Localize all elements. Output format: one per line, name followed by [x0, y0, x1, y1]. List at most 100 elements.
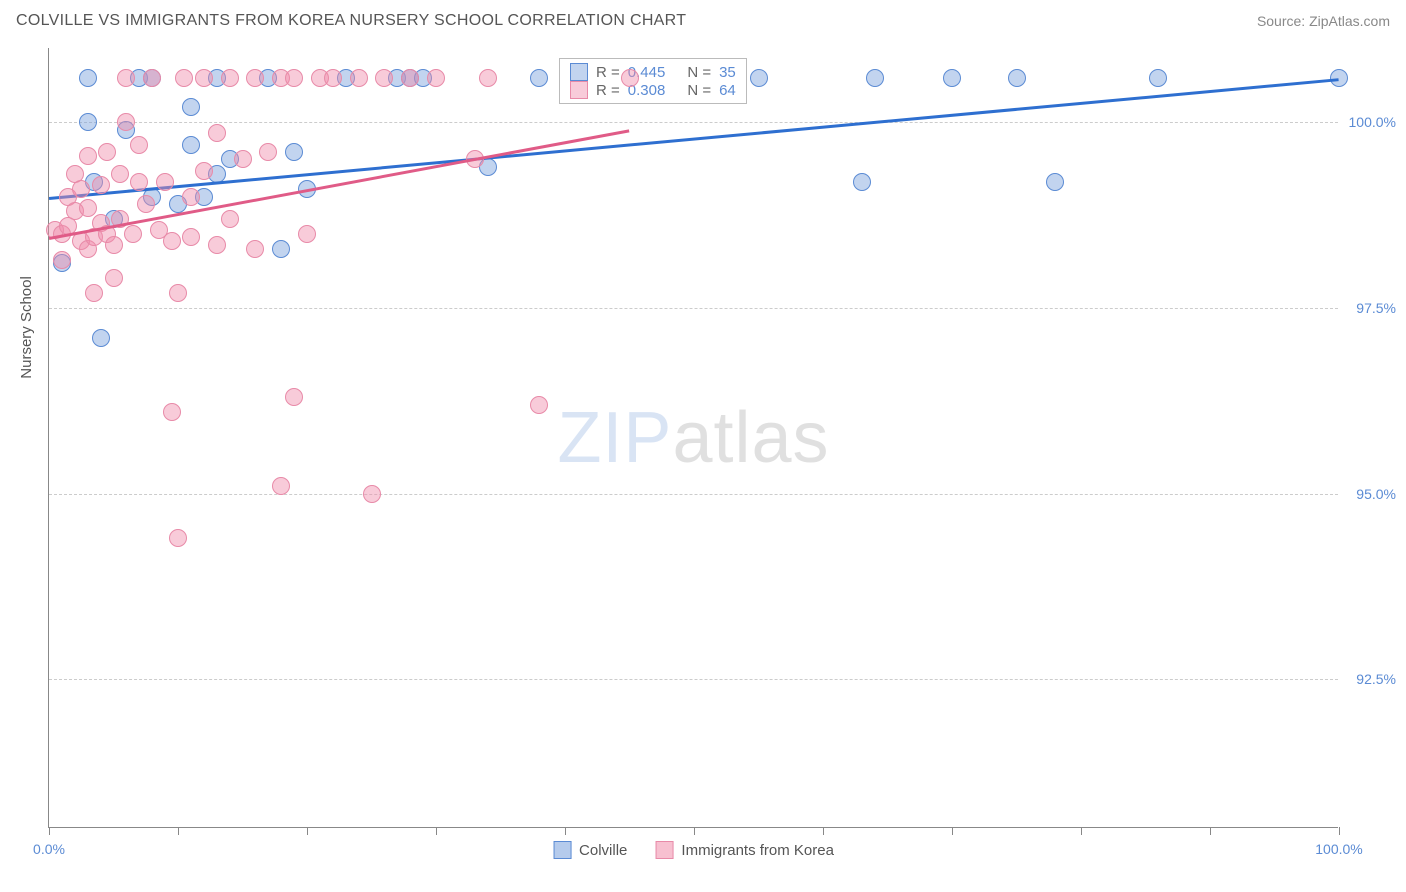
- x-tick: [565, 827, 566, 835]
- data-point: [401, 69, 419, 87]
- scatter-plot: ZIPatlas R = 0.445 N = 35 R = 0.308 N = …: [48, 48, 1338, 828]
- data-point: [92, 176, 110, 194]
- data-point: [72, 180, 90, 198]
- data-point: [285, 69, 303, 87]
- chart-source: Source: ZipAtlas.com: [1257, 13, 1390, 29]
- y-tick-label: 100.0%: [1349, 114, 1396, 130]
- data-point: [259, 143, 277, 161]
- data-point: [182, 136, 200, 154]
- data-point: [117, 69, 135, 87]
- r-label: R =: [596, 64, 620, 81]
- data-point: [208, 236, 226, 254]
- data-point: [163, 403, 181, 421]
- data-point: [111, 165, 129, 183]
- chart-header: COLVILLE VS IMMIGRANTS FROM KOREA NURSER…: [0, 0, 1406, 38]
- x-tick: [823, 827, 824, 835]
- data-point: [285, 388, 303, 406]
- data-point: [163, 232, 181, 250]
- data-point: [375, 69, 393, 87]
- legend-item-colville: Colville: [553, 841, 627, 859]
- y-axis-label: Nursery School: [18, 276, 35, 379]
- data-point: [130, 173, 148, 191]
- watermark-atlas: atlas: [672, 398, 829, 478]
- data-point: [156, 173, 174, 191]
- data-point: [105, 269, 123, 287]
- data-point: [79, 69, 97, 87]
- watermark: ZIPatlas: [557, 397, 829, 479]
- gridline-h: [49, 494, 1338, 495]
- data-point: [1046, 173, 1064, 191]
- legend-swatch-colville: [553, 841, 571, 859]
- data-point: [117, 113, 135, 131]
- legend-label-colville: Colville: [579, 842, 627, 859]
- y-tick-label: 95.0%: [1356, 486, 1396, 502]
- data-point: [866, 69, 884, 87]
- r-label: R =: [596, 82, 620, 99]
- data-point: [298, 225, 316, 243]
- data-point: [195, 162, 213, 180]
- data-point: [1149, 69, 1167, 87]
- data-point: [246, 69, 264, 87]
- stats-row-colville: R = 0.445 N = 35: [570, 63, 736, 81]
- data-point: [98, 143, 116, 161]
- data-point: [621, 69, 639, 87]
- data-point: [208, 124, 226, 142]
- x-tick: [1210, 827, 1211, 835]
- x-tick: [49, 827, 50, 835]
- data-point: [350, 69, 368, 87]
- data-point: [130, 136, 148, 154]
- n-value-colville: 35: [719, 64, 736, 81]
- data-point: [143, 69, 161, 87]
- stats-legend: R = 0.445 N = 35 R = 0.308 N = 64: [559, 58, 747, 104]
- data-point: [79, 113, 97, 131]
- gridline-h: [49, 308, 1338, 309]
- data-point: [221, 69, 239, 87]
- x-tick: [952, 827, 953, 835]
- data-point: [324, 69, 342, 87]
- data-point: [853, 173, 871, 191]
- data-point: [137, 195, 155, 213]
- data-point: [221, 210, 239, 228]
- data-point: [530, 69, 548, 87]
- gridline-h: [49, 122, 1338, 123]
- data-point: [479, 69, 497, 87]
- gridline-h: [49, 679, 1338, 680]
- data-point: [53, 251, 71, 269]
- data-point: [1008, 69, 1026, 87]
- chart-title: COLVILLE VS IMMIGRANTS FROM KOREA NURSER…: [16, 12, 686, 30]
- data-point: [272, 477, 290, 495]
- data-point: [234, 150, 252, 168]
- legend-swatch-korea: [655, 841, 673, 859]
- legend-label-korea: Immigrants from Korea: [681, 842, 834, 859]
- x-tick: [1081, 827, 1082, 835]
- data-point: [169, 529, 187, 547]
- x-tick: [1339, 827, 1340, 835]
- x-tick: [307, 827, 308, 835]
- stats-row-korea: R = 0.308 N = 64: [570, 81, 736, 99]
- y-tick-label: 92.5%: [1356, 671, 1396, 687]
- watermark-zip: ZIP: [557, 398, 672, 478]
- data-point: [195, 69, 213, 87]
- data-point: [363, 485, 381, 503]
- series-legend: Colville Immigrants from Korea: [553, 841, 834, 859]
- data-point: [530, 396, 548, 414]
- n-value-korea: 64: [719, 82, 736, 99]
- x-tick: [178, 827, 179, 835]
- y-tick-label: 97.5%: [1356, 300, 1396, 316]
- n-label: N =: [687, 64, 711, 81]
- data-point: [79, 147, 97, 165]
- x-tick: [694, 827, 695, 835]
- x-tick: [436, 827, 437, 835]
- x-tick-label: 0.0%: [33, 841, 65, 857]
- swatch-colville: [570, 63, 588, 81]
- data-point: [175, 69, 193, 87]
- data-point: [92, 329, 110, 347]
- data-point: [246, 240, 264, 258]
- data-point: [85, 284, 103, 302]
- n-label: N =: [687, 82, 711, 99]
- legend-item-korea: Immigrants from Korea: [655, 841, 834, 859]
- data-point: [427, 69, 445, 87]
- data-point: [169, 284, 187, 302]
- data-point: [124, 225, 142, 243]
- data-point: [750, 69, 768, 87]
